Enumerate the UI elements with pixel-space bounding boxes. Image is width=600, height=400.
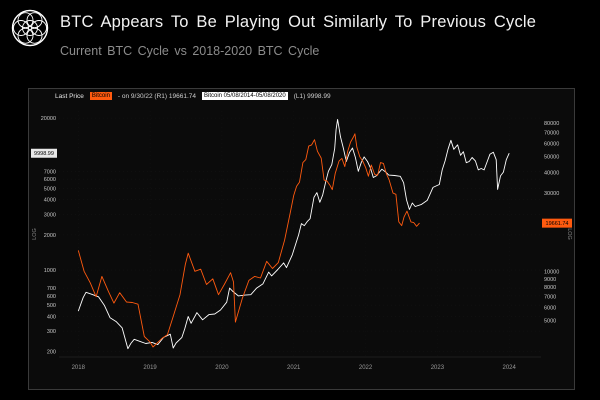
right-axis-price-callout-text: 19661.74 <box>546 221 569 227</box>
btc-cycle-comparison-chart: 2018 2019 2020 2021 2022 2023 2024 20000 7000 600… <box>31 111 572 371</box>
page-title: BTC Appears To Be Playing Out Similarly … <box>60 13 537 31</box>
left-axis-tick-label: 7000 <box>44 169 56 175</box>
left-axis-tick-label: 500 <box>47 303 56 309</box>
brand-logo-icon <box>10 8 50 48</box>
right-axis-tick-label: 60000 <box>544 142 559 148</box>
x-axis-tick-label: 2018 <box>72 365 86 371</box>
left-axis-tick-label: 300 <box>47 329 56 335</box>
right-axis-tick-label: 40000 <box>544 171 559 177</box>
legend-series2-label: (L1) 9998.99 <box>293 92 331 100</box>
left-axis-tick-label: 400 <box>47 315 56 321</box>
left-axis-tick-label: 3000 <box>44 212 56 218</box>
left-axis-tick-label: 600 <box>47 294 56 300</box>
page-subtitle: Current BTC Cycle vs 2018-2020 BTC Cycle <box>60 44 320 58</box>
chart-panel: Last Price Bitcoin - on 9/30/22 (R1) 196… <box>28 88 575 390</box>
x-axis-tick-label: 2019 <box>143 365 157 371</box>
left-axis-tick-label: 200 <box>47 350 56 356</box>
right-axis-tick-label: 70000 <box>544 131 559 137</box>
right-axis-tick-label: 80000 <box>544 121 559 127</box>
left-axis-log-label: LOG <box>32 228 38 240</box>
left-axis-tick-label: 5000 <box>44 186 56 192</box>
right-axis-tick-label: 30000 <box>544 191 559 197</box>
legend-series2-swatch: Bitcoin 05/08/2014-05/08/2020 <box>201 92 288 100</box>
chart-legend: Last Price Bitcoin - on 9/30/22 (R1) 196… <box>55 92 331 100</box>
left-axis-tick-label: 4000 <box>44 198 56 204</box>
right-axis-tick-label: 5000 <box>544 319 556 325</box>
series-line-right <box>77 133 420 348</box>
x-axis-tick-label: 2021 <box>287 365 301 371</box>
left-axis-tick-label: 1000 <box>44 268 56 274</box>
right-axis-log-label: LOG <box>566 228 572 240</box>
x-axis-tick-label: 2020 <box>215 365 229 371</box>
legend-series1-swatch: Bitcoin <box>89 92 112 100</box>
right-axis-tick-label: 7000 <box>544 295 556 301</box>
left-axis-tick-label: 20000 <box>41 116 56 122</box>
right-axis-tick-label: 8000 <box>544 285 556 291</box>
right-axis-tick-label: 10000 <box>544 269 559 275</box>
x-axis-tick-label: 2022 <box>359 365 373 371</box>
right-axis-price-callout <box>542 218 572 228</box>
legend-last-price-label: Last Price <box>55 92 84 100</box>
left-axis-tick-label: 6000 <box>44 177 56 183</box>
legend-series1-label: - on 9/30/22 (R1) 19661.74 <box>117 92 196 100</box>
series-line-left <box>77 118 510 350</box>
left-axis-tick-label: 700 <box>47 286 56 292</box>
right-axis-tick-label: 6000 <box>544 306 556 312</box>
left-axis-price-callout-text: 9998.99 <box>34 151 54 157</box>
x-axis-tick-label: 2024 <box>503 365 517 371</box>
x-axis-tick-label: 2023 <box>431 365 445 371</box>
right-axis-tick-label: 9000 <box>544 277 556 283</box>
left-axis-price-callout <box>31 148 57 158</box>
left-axis-tick-label: 2000 <box>44 233 56 239</box>
right-axis-tick-label: 50000 <box>544 155 559 161</box>
